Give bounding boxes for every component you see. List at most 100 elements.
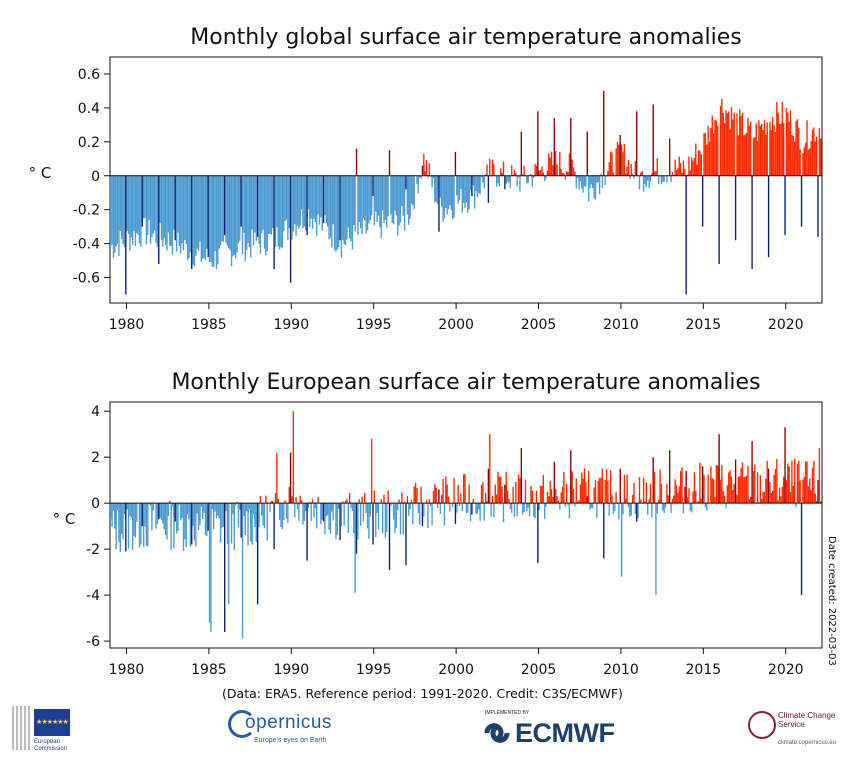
- global-bar: [553, 118, 555, 176]
- global-bar: [258, 175, 260, 244]
- europe-bar: [331, 503, 333, 512]
- global-bar: [358, 175, 360, 223]
- europe-bar: [593, 487, 595, 504]
- europe-bar: [806, 461, 808, 504]
- global-bar: [707, 125, 709, 176]
- global-bar: [386, 175, 388, 228]
- global-bar: [344, 175, 347, 246]
- global-bar: [581, 175, 583, 189]
- global-bar: [224, 175, 226, 236]
- europe-bar: [714, 497, 716, 504]
- global-bar: [788, 121, 790, 176]
- global-bar: [556, 164, 558, 176]
- europe-bar: [817, 480, 819, 504]
- global-bar: [784, 175, 786, 236]
- global-bar: [579, 175, 582, 182]
- europe-bar: [494, 484, 496, 504]
- europe-bar: [339, 503, 341, 540]
- global-bar: [446, 175, 448, 215]
- global-bar: [438, 175, 440, 232]
- europe-bar: [780, 496, 782, 504]
- global-bar: [809, 148, 811, 176]
- europe-bar: [506, 490, 509, 504]
- global-bar: [565, 171, 568, 176]
- europe-bar: [236, 502, 238, 504]
- global-bar: [403, 175, 406, 231]
- global-bar: [123, 175, 126, 248]
- europe-bar: [493, 503, 495, 518]
- europe-bar: [652, 457, 654, 504]
- europe-bar: [809, 478, 811, 504]
- global-bar: [476, 175, 479, 197]
- europe-bar: [541, 486, 543, 504]
- europe-bar: [244, 503, 246, 535]
- global-bar: [513, 169, 516, 176]
- global-bar: [302, 175, 304, 229]
- global-bar: [689, 170, 691, 176]
- global-bar: [814, 141, 816, 176]
- global-bar: [666, 175, 668, 183]
- europe-bar: [316, 503, 318, 529]
- global-bar: [193, 175, 196, 267]
- global-bar: [806, 120, 808, 176]
- europe-bar: [381, 503, 384, 534]
- global-bar: [272, 175, 274, 228]
- europe-bar: [604, 479, 606, 504]
- europe-bar: [769, 481, 771, 504]
- global-bar: [331, 175, 333, 248]
- global-bar: [361, 175, 363, 235]
- europe-bar: [243, 503, 245, 517]
- europe-bar: [248, 503, 251, 510]
- europe-bar: [478, 503, 480, 510]
- europe-bar: [380, 499, 382, 504]
- europe-bar: [219, 503, 222, 543]
- europe-bar: [799, 480, 801, 504]
- europe-bar: [744, 476, 746, 504]
- global-bar: [215, 175, 218, 269]
- global-bar: [723, 123, 726, 176]
- europe-bar: [476, 503, 479, 514]
- global-bar: [634, 160, 637, 176]
- global-bar: [561, 172, 564, 176]
- europe-bar: [427, 503, 429, 528]
- europe-bar: [277, 499, 279, 504]
- europe-bar: [796, 463, 799, 504]
- europe-bar: [670, 503, 672, 513]
- europe-bar: [696, 502, 698, 504]
- copernicus-tagline: Europe's eyes on Earth: [254, 737, 327, 744]
- europe-bar: [420, 487, 422, 504]
- europe-bar: [296, 503, 299, 510]
- europe-bar: [456, 503, 458, 513]
- europe-bar: [622, 503, 624, 515]
- global-bar: [620, 144, 623, 176]
- europe-bar: [545, 503, 547, 507]
- global-bar: [640, 172, 642, 176]
- global-bar: [714, 120, 716, 176]
- global-bar: [465, 175, 468, 203]
- europe-bar: [787, 463, 789, 504]
- europe-bar: [358, 499, 360, 504]
- charts-canvas: Monthly global surface air temperature a…: [29, 25, 837, 678]
- global-bar: [453, 175, 455, 218]
- europe-bar: [123, 503, 126, 515]
- global-bar: [200, 175, 203, 262]
- europe-bar: [461, 503, 463, 511]
- global-bar: [791, 135, 793, 176]
- global-bar: [337, 175, 340, 248]
- europe-bar: [347, 503, 349, 533]
- global-bar: [743, 135, 745, 176]
- europe-bar: [561, 486, 564, 504]
- europe-bar: [225, 503, 227, 512]
- global-bar: [512, 174, 514, 176]
- global-bar: [262, 175, 264, 230]
- global-bar: [197, 175, 200, 251]
- europe-bar: [310, 503, 312, 522]
- global-bar: [114, 175, 116, 253]
- global-bar: [248, 175, 251, 248]
- europe-bar: [302, 503, 304, 525]
- europe-bar: [313, 503, 315, 518]
- global-bar: [311, 175, 314, 229]
- europe-bar: [362, 503, 365, 522]
- global-bar: [207, 175, 209, 258]
- global-bar: [351, 175, 354, 250]
